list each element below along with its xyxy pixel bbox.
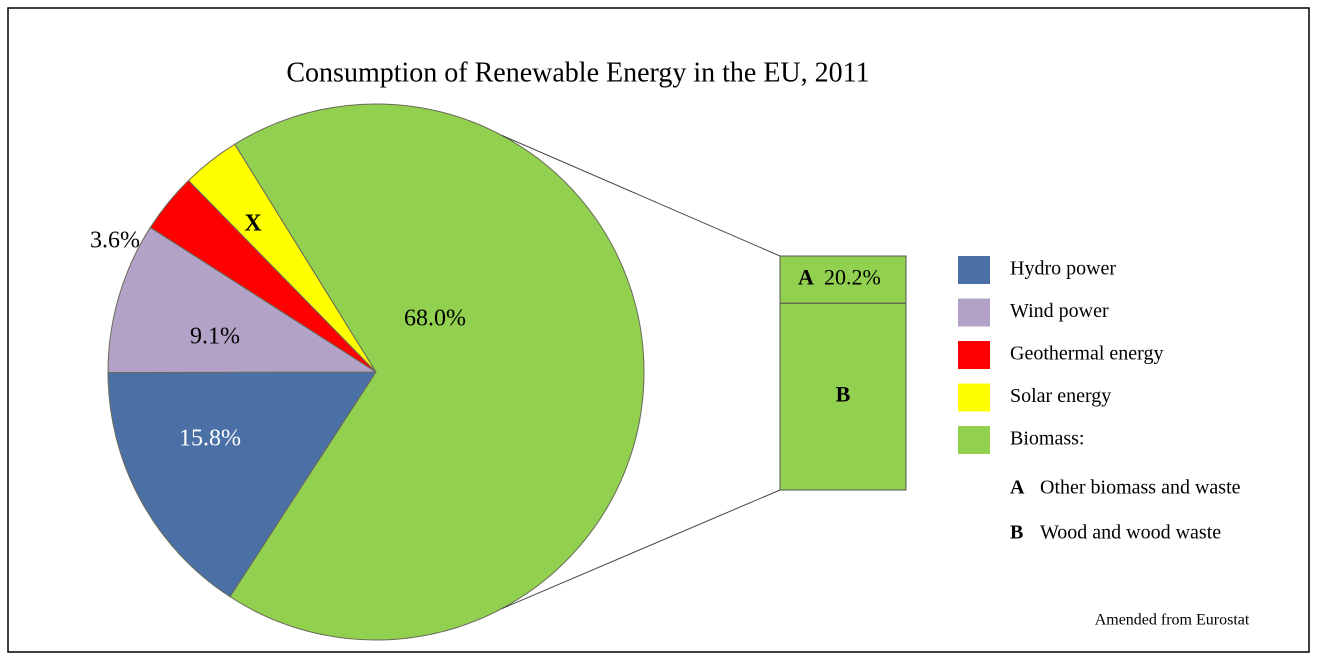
- legend-swatch: [958, 256, 990, 284]
- legend-label: Wind power: [1010, 300, 1109, 322]
- legend-sublabel: Wood and wood waste: [1040, 522, 1221, 544]
- breakdown-key: A: [798, 265, 814, 290]
- pie-slice: [107, 371, 377, 598]
- legend-label: Biomass:: [1010, 428, 1084, 450]
- data-label: X: [244, 211, 262, 237]
- connector: [501, 489, 781, 610]
- legend-key: B: [1010, 522, 1023, 544]
- legend-swatch: [958, 426, 990, 454]
- pie-slice: [229, 103, 645, 641]
- legend-key: A: [1010, 477, 1025, 499]
- legend-swatch: [958, 383, 990, 412]
- legend-label: Geothermal energy: [1010, 343, 1163, 365]
- chart-title: Consumption of Renewable Energy in the E…: [286, 57, 869, 88]
- breakdown-label: 20.2%: [824, 265, 881, 290]
- pie-slice: [107, 226, 378, 374]
- legend-swatch: [958, 298, 990, 327]
- breakdown-key: B: [836, 382, 851, 407]
- legend-sublabel: Other biomass and waste: [1040, 477, 1241, 499]
- legend-swatch: [958, 341, 990, 369]
- connector: [501, 134, 781, 257]
- data-label: 68.0%: [404, 306, 466, 332]
- source: Amended from Eurostat: [1095, 612, 1250, 629]
- data-label: 3.6%: [90, 228, 140, 254]
- data-label: 15.8%: [179, 426, 241, 452]
- data-label: 9.1%: [190, 324, 240, 350]
- breakdown-bar: [779, 302, 907, 491]
- legend-label: Solar energy: [1010, 385, 1111, 407]
- legend-label: Hydro power: [1010, 258, 1116, 280]
